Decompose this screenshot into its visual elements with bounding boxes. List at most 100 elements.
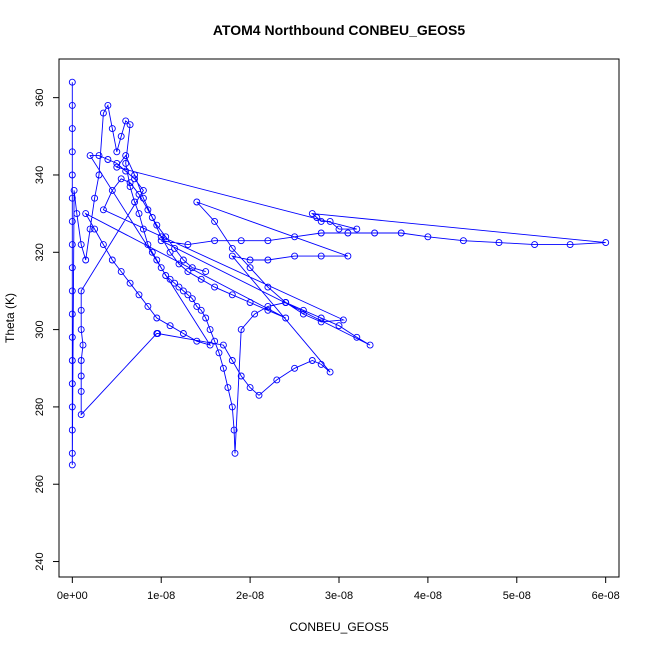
data-point — [70, 186, 78, 194]
data-point — [602, 239, 610, 247]
data-point — [126, 183, 134, 191]
x-tick-label: 3e-08 — [325, 590, 353, 602]
y-tick-label: 320 — [34, 243, 46, 261]
data-point — [77, 287, 85, 295]
data-point — [73, 210, 81, 218]
data-point — [495, 239, 503, 247]
data-point — [68, 449, 76, 457]
data-point — [68, 241, 76, 249]
data-point — [264, 306, 272, 314]
data-point — [291, 252, 299, 260]
x-tick-label: 1e-08 — [147, 590, 175, 602]
data-point — [126, 121, 134, 129]
y-tick-label: 340 — [34, 166, 46, 184]
data-point — [122, 167, 130, 175]
data-point — [339, 316, 347, 324]
x-axis: 0e+00 1e-08 2e-08 3e-08 4e-08 5e-08 6e-08 — [57, 576, 620, 602]
data-point — [215, 349, 223, 357]
y-tick-label: 240 — [34, 552, 46, 570]
data-point — [299, 306, 307, 314]
data-point — [206, 326, 214, 334]
data-point — [68, 357, 76, 364]
x-tick-label: 6e-08 — [592, 590, 620, 602]
data-point — [153, 221, 161, 229]
data-point — [153, 256, 161, 264]
data-point — [397, 229, 405, 237]
data-point — [113, 159, 121, 167]
y-axis-label: Theta (K) — [3, 293, 17, 343]
data-point — [317, 229, 325, 237]
data-point — [86, 225, 94, 233]
data-point — [264, 302, 272, 310]
data-point — [344, 229, 352, 237]
x-tick-label: 5e-08 — [503, 590, 531, 602]
x-tick-label: 0e+00 — [57, 590, 88, 602]
y-tick-label: 280 — [34, 398, 46, 416]
data-point — [108, 256, 116, 264]
data-point — [108, 125, 116, 133]
data-point — [122, 159, 130, 167]
data-point — [91, 194, 99, 202]
data-point — [282, 299, 290, 306]
data-point — [68, 461, 76, 469]
data-point — [77, 326, 85, 334]
data-point — [166, 322, 174, 330]
data-point — [326, 217, 334, 225]
data-point — [211, 217, 219, 225]
data-point — [131, 175, 139, 183]
data-point — [317, 252, 325, 260]
data-point — [255, 391, 263, 399]
data-point — [104, 101, 112, 109]
data-point — [68, 125, 76, 133]
data-point — [219, 364, 227, 372]
data-point — [157, 264, 165, 272]
data-point — [228, 357, 236, 364]
x-tick-label: 2e-08 — [236, 590, 264, 602]
data-point — [117, 175, 125, 183]
data-point — [282, 314, 290, 322]
data-point — [308, 357, 316, 364]
data-point — [193, 198, 201, 206]
data-point — [228, 291, 236, 299]
data-point — [237, 372, 245, 380]
data-point — [148, 248, 156, 256]
data-point — [77, 306, 85, 314]
data-point — [335, 225, 343, 233]
data-point — [68, 287, 76, 295]
data-point — [68, 78, 76, 86]
data-point — [148, 214, 156, 221]
data-point — [144, 206, 152, 214]
data-point — [104, 156, 112, 163]
data-point — [184, 268, 192, 276]
data-point — [317, 360, 325, 368]
data-point — [68, 171, 76, 179]
data-point — [166, 248, 174, 256]
data-point — [135, 210, 143, 218]
data-point — [86, 152, 94, 160]
data-point — [77, 357, 85, 364]
data-point — [126, 179, 134, 187]
data-point — [366, 341, 374, 349]
data-point — [77, 411, 85, 419]
data-point — [122, 117, 130, 125]
data-point — [68, 333, 76, 341]
data-point — [459, 237, 467, 245]
data-point — [99, 109, 107, 117]
data-point — [228, 252, 236, 260]
data-point — [95, 152, 103, 160]
data-point — [317, 314, 325, 322]
data-point — [139, 194, 147, 202]
data-point — [179, 256, 187, 264]
data-point — [179, 330, 187, 337]
data-point — [246, 299, 254, 306]
data-point — [211, 283, 219, 291]
y-axis: 240 260 280 300 320 340 360 — [34, 88, 60, 571]
x-tick-label: 4e-08 — [414, 590, 442, 602]
data-point — [317, 318, 325, 326]
data-point — [108, 186, 116, 194]
data-point — [68, 380, 76, 388]
data-point — [157, 237, 165, 245]
data-point — [117, 268, 125, 276]
data-point — [264, 283, 272, 291]
